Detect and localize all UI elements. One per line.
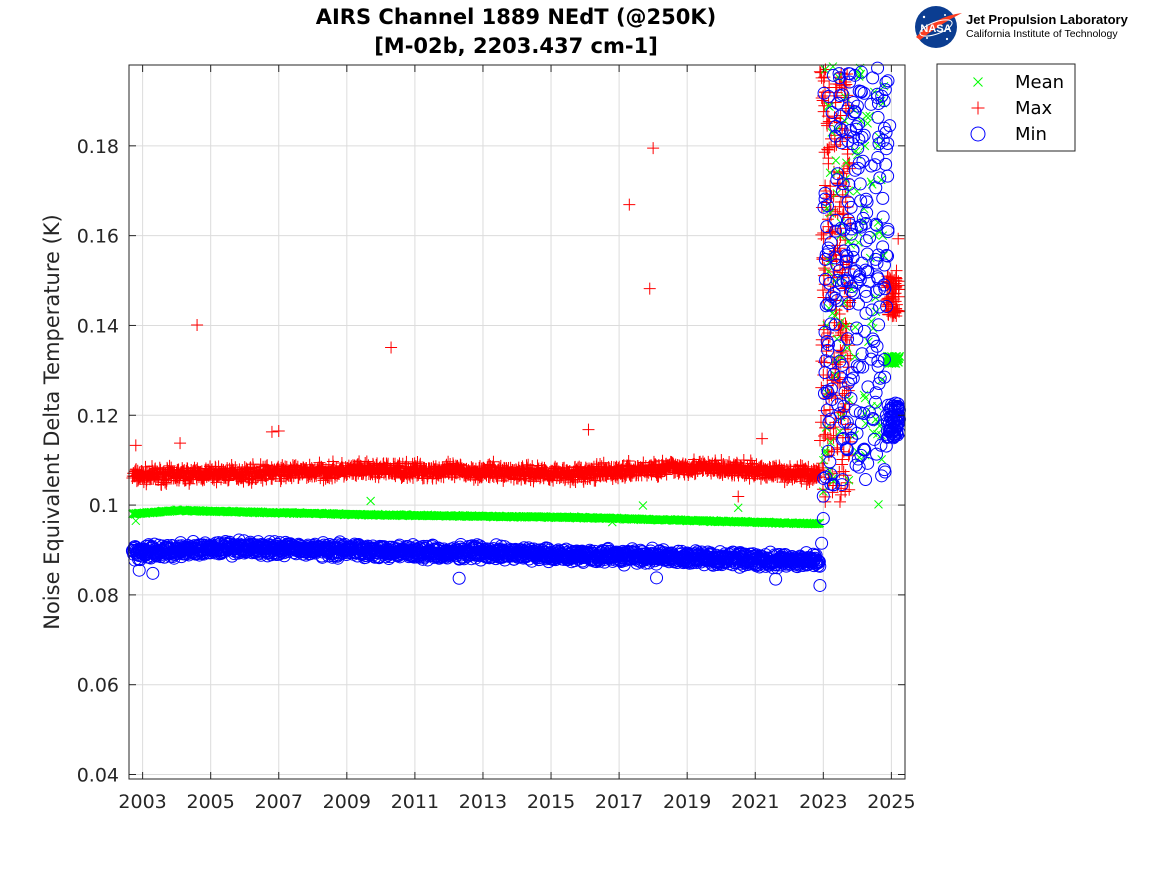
- data-point-outlier: [647, 142, 660, 155]
- data-point-outlier: [582, 423, 595, 436]
- plot-area: [125, 61, 906, 592]
- data-point: [876, 191, 890, 205]
- grid: [129, 65, 905, 779]
- data-point: [400, 455, 413, 468]
- data-point: [411, 456, 424, 469]
- data-point: [859, 390, 869, 400]
- data-point: [831, 156, 841, 165]
- data-point-outlier: [191, 319, 204, 332]
- series-max: [126, 63, 906, 508]
- chart-subtitle: [M-02b, 2203.437 cm-1]: [374, 34, 658, 58]
- data-point-outlier: [892, 232, 905, 245]
- data-point: [487, 455, 500, 468]
- data-point: [871, 359, 885, 373]
- data-point-outlier: [174, 437, 187, 450]
- data-point: [824, 433, 837, 446]
- data-point-outlier: [265, 425, 278, 438]
- data-point-outlier: [131, 516, 141, 526]
- data-point: [836, 458, 849, 471]
- data-point-outlier: [385, 341, 398, 354]
- data-point-outlier: [732, 490, 745, 503]
- data-point: [874, 500, 883, 509]
- data-point: [860, 393, 870, 403]
- data-point-outlier: [756, 432, 769, 445]
- data-point: [274, 475, 287, 488]
- chart-title: AIRS Channel 1889 NEdT (@250K): [316, 5, 717, 29]
- data-point-outlier: [623, 198, 636, 211]
- data-point-outlier: [643, 282, 656, 295]
- series-mean: [128, 62, 905, 529]
- data-point: [816, 284, 829, 297]
- data-point-outlier: [129, 439, 142, 452]
- data-point-outlier: [366, 496, 376, 506]
- data-point: [303, 458, 316, 471]
- data-point: [860, 247, 874, 261]
- data-point: [833, 495, 846, 508]
- data-point-outlier: [272, 424, 285, 437]
